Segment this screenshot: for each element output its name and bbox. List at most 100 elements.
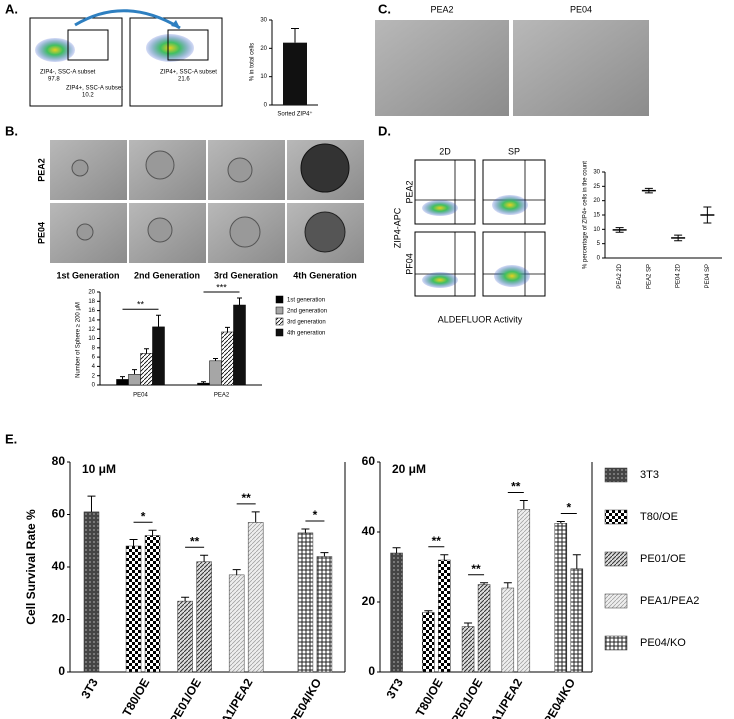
panel-label: D.	[378, 123, 391, 138]
bar	[570, 568, 584, 673]
error-bar	[181, 596, 190, 602]
x-tick-label: PE01/OE	[448, 676, 485, 719]
y-tick-label: 8	[92, 345, 96, 351]
y-axis-label: Cell Survival Rate %	[24, 509, 38, 625]
legend-label: 3rd generation	[287, 320, 326, 326]
significance-label: *	[141, 509, 146, 523]
panel-label: B.	[5, 123, 18, 138]
bar	[517, 509, 531, 673]
y-tick-label: 30	[593, 170, 600, 176]
error-bar	[644, 187, 653, 194]
significance-label: *	[313, 508, 318, 522]
bar	[197, 382, 210, 386]
x-tick-label: PEA2	[214, 393, 230, 399]
error-bar	[464, 622, 473, 627]
error-bar	[225, 326, 230, 332]
error-bar	[615, 227, 624, 233]
error-bar	[144, 348, 149, 354]
y-tick-label: 0	[92, 383, 96, 389]
y-tick-label: 2	[92, 373, 96, 379]
significance-label: ***	[216, 282, 227, 292]
significance-label: **	[511, 480, 521, 494]
flow-plots-d	[414, 159, 546, 297]
legend-label: 4th generation	[287, 331, 325, 337]
bar	[221, 331, 234, 386]
bar	[125, 545, 142, 673]
bar	[501, 587, 515, 673]
x-tick-label: Sorted ZIP4⁺	[277, 111, 312, 118]
gate-label: ZIP4-, SSC-A subset	[40, 70, 96, 76]
legend-swatch	[604, 509, 628, 525]
legend-label: 3T3	[640, 469, 659, 481]
error-bar	[120, 376, 125, 380]
error-bar	[87, 495, 96, 512]
gate-value: 97.8	[48, 77, 60, 83]
y-tick-label: 5	[597, 241, 601, 247]
legend-swatch	[604, 467, 628, 483]
column-label: 2nd Generation	[134, 270, 200, 280]
x-tick-label: T80/OE	[413, 676, 446, 719]
y-tick-label: 16	[88, 308, 95, 314]
x-tick-label: PEA2 SP	[646, 264, 652, 289]
chart-title: 20 μM	[392, 462, 426, 476]
legend-swatch	[275, 317, 284, 326]
y-tick-label: 18	[88, 299, 95, 305]
legend-label: T80/OE	[640, 511, 678, 523]
bar	[438, 559, 451, 673]
legend-swatch	[604, 635, 628, 651]
x-tick-label: 3T3	[383, 676, 406, 701]
bar	[390, 552, 403, 673]
y-tick-label: 20	[362, 594, 376, 608]
bar	[422, 612, 435, 673]
x-tick-label: PE04/KO	[287, 676, 324, 719]
y-tick-label: 25	[593, 184, 600, 190]
bar	[228, 574, 245, 673]
error-bar	[129, 538, 138, 546]
y-tick-label: 15	[593, 213, 600, 219]
y-tick-label: 60	[52, 507, 66, 521]
error-bar	[503, 582, 512, 588]
y-tick-label: 30	[260, 18, 267, 24]
bar	[554, 523, 568, 673]
panel-label: C.	[378, 1, 391, 16]
panel-label: E.	[5, 431, 17, 446]
error-bar	[556, 521, 565, 524]
legend-swatch	[275, 328, 284, 337]
bar	[283, 42, 307, 105]
error-bar	[519, 500, 528, 510]
x-tick-label: PEA1/PEA2	[210, 676, 255, 719]
x-tick-label: PE04 SP	[705, 264, 711, 288]
panel-label: A.	[5, 1, 18, 16]
legend-swatch	[275, 306, 284, 315]
legend-swatch	[604, 593, 628, 609]
error-bar	[213, 357, 218, 361]
bar	[83, 511, 100, 673]
error-bar	[392, 547, 401, 553]
y-tick-label: 20	[88, 290, 95, 296]
error-bar	[132, 369, 137, 375]
legend-label: PE04/KO	[640, 637, 686, 649]
gate-label: ZIP4+, SSC-A subset	[160, 70, 217, 76]
gate-value: 21.6	[178, 77, 190, 83]
x-tick-label: T80/OE	[120, 676, 153, 719]
legend-label: PE01/OE	[640, 553, 686, 565]
gate-value: 10.2	[82, 93, 94, 99]
y-tick-label: 0	[58, 664, 65, 678]
bar	[209, 360, 222, 386]
flow-plots-a	[29, 9, 223, 107]
x-tick-label: PE04 2D	[676, 263, 682, 288]
row-label: PF04	[404, 253, 414, 275]
legend-swatch	[275, 295, 284, 304]
y-tick-label: 6	[92, 355, 96, 361]
y-tick-label: 40	[362, 524, 376, 538]
error-bar	[291, 28, 299, 43]
y-tick-label: 20	[52, 612, 66, 626]
error-bar	[148, 529, 157, 536]
legend-label: PEA1/PEA2	[640, 595, 699, 607]
bar	[152, 326, 165, 386]
error-bar	[320, 552, 329, 557]
x-tick-label: PE01/OE	[167, 676, 204, 719]
y-tick-label: 0	[264, 103, 268, 109]
legend-label: 2nd generation	[287, 309, 327, 315]
